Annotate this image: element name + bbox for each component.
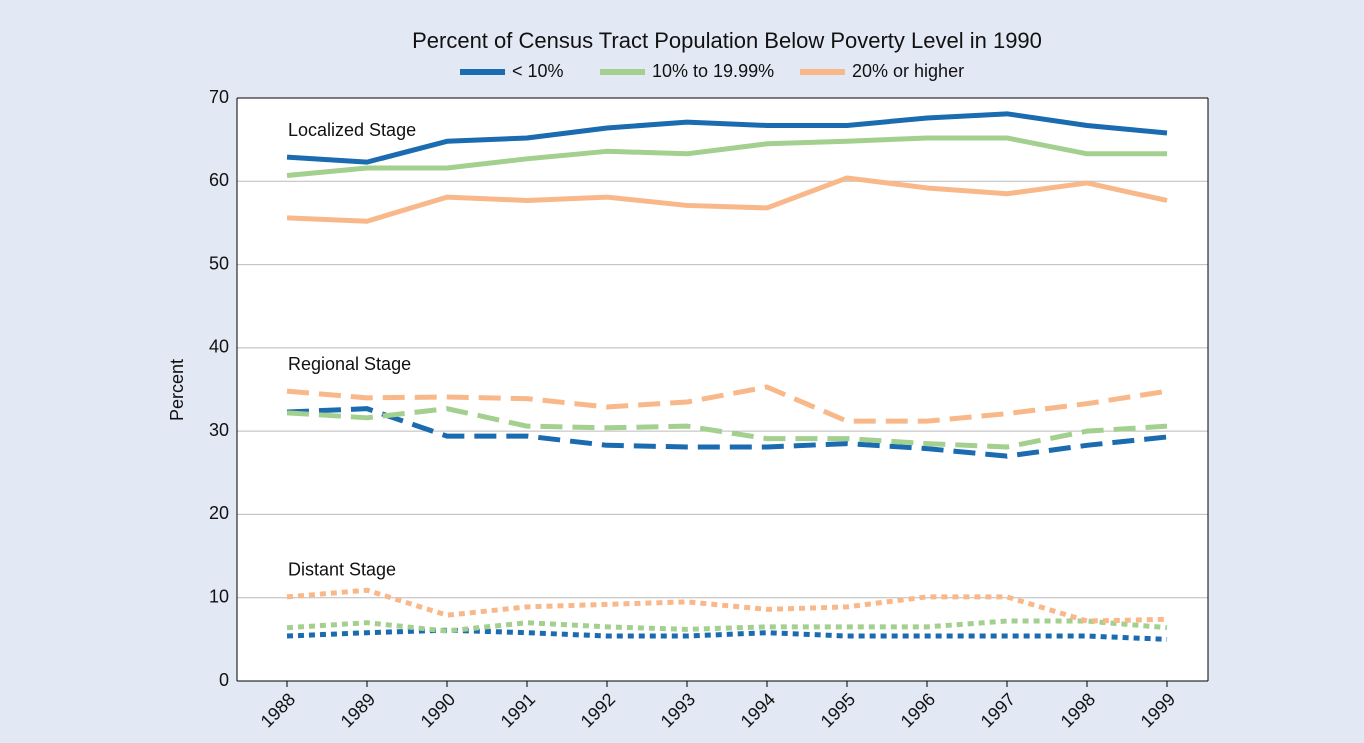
series-line — [286, 111, 1168, 165]
y-tick-label: 70 — [209, 87, 229, 107]
group-label: Distant Stage — [288, 560, 396, 580]
series-line — [286, 135, 1167, 178]
y-tick-label: 10 — [209, 586, 229, 606]
y-tick-label: 30 — [209, 420, 229, 440]
series-line — [286, 587, 1168, 624]
legend-label: 20% or higher — [852, 61, 964, 81]
series-line — [286, 406, 1168, 450]
legend-label: 10% to 19.99% — [652, 61, 774, 81]
group-label: Regional Stage — [288, 354, 411, 374]
series-line — [286, 618, 1168, 634]
plot-area — [237, 98, 1208, 681]
y-tick-label: 0 — [219, 670, 229, 690]
chart-title: Percent of Census Tract Population Below… — [412, 28, 1042, 53]
series-line — [286, 384, 1168, 424]
y-tick-label: 40 — [209, 337, 229, 357]
legend-label: < 10% — [512, 61, 564, 81]
y-axis-label: Percent — [167, 359, 187, 421]
series-line — [286, 175, 1168, 224]
y-tick-label: 60 — [209, 170, 229, 190]
y-tick-label: 50 — [209, 253, 229, 273]
y-tick-label: 20 — [209, 503, 229, 523]
series-line — [286, 406, 1168, 459]
group-label: Localized Stage — [288, 120, 416, 140]
